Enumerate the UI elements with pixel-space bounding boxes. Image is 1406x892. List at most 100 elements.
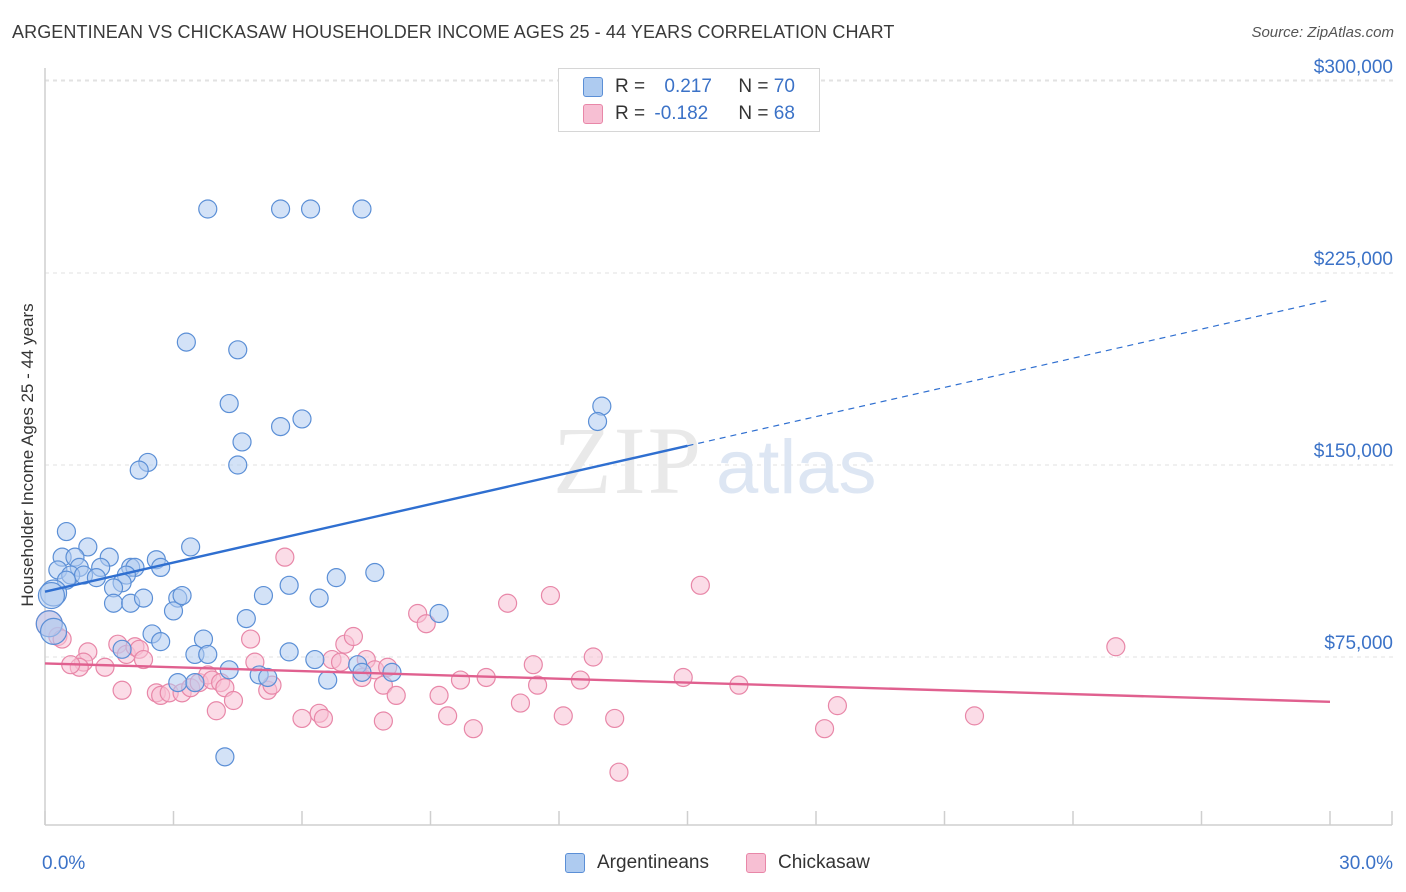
correlation-legend: R = 0.217 N = 70 R = -0.182 N = 68 xyxy=(558,68,820,132)
legend-r-label: R = xyxy=(615,76,651,97)
argentineans-point xyxy=(219,393,239,414)
argentineans-point xyxy=(129,460,149,480)
legend-n-label: N = xyxy=(738,103,774,124)
argentineans-point xyxy=(232,432,252,452)
argentineans-point xyxy=(151,632,171,652)
chickasaw-point xyxy=(241,629,261,649)
argentineans-point xyxy=(103,593,124,613)
trend-lines xyxy=(44,299,1331,703)
chickasaw-point xyxy=(429,685,449,706)
argentineans-points xyxy=(35,199,612,767)
legend-n-label: N = xyxy=(738,76,774,97)
argentineans-point xyxy=(365,562,385,583)
legend-row-argentineans: R = 0.217 N = 70 xyxy=(583,75,795,99)
argentineans-point xyxy=(292,409,312,429)
chickasaw-point xyxy=(583,647,603,667)
chickasaw-point xyxy=(827,696,848,716)
argentineans-point xyxy=(258,667,278,688)
zipatlas-watermark: ZIP atlas xyxy=(553,407,877,514)
series-legend-argentineans: Argentineans xyxy=(565,852,709,874)
argentineans-point xyxy=(270,199,291,219)
argentineans-point xyxy=(198,644,218,665)
chickasaw-point xyxy=(223,690,244,711)
argentineans-point xyxy=(352,199,372,219)
chickasaw-point xyxy=(416,614,436,634)
chickasaw-point xyxy=(463,719,483,739)
argentineans-point xyxy=(215,747,235,767)
argentineans-point xyxy=(228,340,248,360)
y-axis-label: Householder Income Ages 25 - 44 years xyxy=(18,303,37,607)
chickasaw-point xyxy=(206,701,226,721)
chickasaw-point xyxy=(553,706,573,726)
argentineans-point xyxy=(78,537,98,557)
chickasaw-points xyxy=(35,547,1126,782)
source-credit: Source: ZipAtlas.com xyxy=(1251,24,1394,41)
x-tick-label-min: 0.0% xyxy=(42,853,85,874)
chickasaw-point xyxy=(95,657,115,677)
chickasaw-trend-line xyxy=(44,662,1331,703)
argentineans-point xyxy=(253,585,274,606)
legend-r-value: -0.182 xyxy=(654,103,709,124)
argentineans-point xyxy=(305,649,325,670)
argentineans-point xyxy=(176,332,196,352)
chickasaw-point xyxy=(609,762,629,782)
argentineans-point xyxy=(326,568,346,588)
y-tick-label: $225,000 xyxy=(1314,249,1393,270)
chickasaw-point xyxy=(523,655,543,675)
chickasaw-point xyxy=(510,693,531,713)
chickasaw-point xyxy=(313,708,334,729)
argentineans-trend-line xyxy=(44,444,688,593)
argentineans-point xyxy=(112,639,132,659)
chart-title: ARGENTINEAN VS CHICKASAW HOUSEHOLDER INC… xyxy=(12,22,895,42)
series-legend: Argentineans Chickasaw xyxy=(0,852,1406,876)
chickasaw-point xyxy=(373,711,393,731)
argentineans-point xyxy=(228,455,248,475)
chickasaw-point xyxy=(964,706,985,726)
legend-r-value: 0.217 xyxy=(664,76,712,97)
series-swatch-chickasaw xyxy=(746,853,766,873)
chickasaw-point xyxy=(814,719,835,739)
series-name-argentineans: Argentineans xyxy=(597,852,709,873)
argentineans-point xyxy=(270,417,291,437)
argentineans-point xyxy=(133,588,154,608)
argentineans-point xyxy=(236,608,256,629)
argentineans-point xyxy=(587,411,608,432)
chickasaw-point xyxy=(690,575,710,595)
argentineans-point xyxy=(181,537,201,557)
legend-swatch-argentineans xyxy=(583,77,603,97)
y-tick-label: $150,000 xyxy=(1314,441,1393,462)
argentineans-point xyxy=(37,581,66,610)
chickasaw-point xyxy=(527,675,548,695)
series-swatch-argentineans xyxy=(565,853,585,873)
chickasaw-point xyxy=(133,649,154,670)
argentineans-point xyxy=(429,603,449,624)
legend-swatch-chickasaw xyxy=(583,104,603,124)
chickasaw-point xyxy=(386,685,406,706)
x-tick-labels: 0.0% 30.0% xyxy=(42,853,1393,874)
x-tick-label-max: 30.0% xyxy=(1339,853,1393,874)
watermark-atlas: atlas xyxy=(716,425,877,510)
argentineans-point xyxy=(300,199,321,219)
argentineans-point xyxy=(56,521,77,542)
argentineans-trend-extension xyxy=(687,299,1331,447)
legend-row-chickasaw: R = -0.182 N = 68 xyxy=(583,102,795,126)
chickasaw-point xyxy=(343,626,363,647)
chickasaw-point xyxy=(450,670,471,690)
argentineans-point xyxy=(39,617,68,646)
legend-r-label: R = xyxy=(615,103,651,124)
argentineans-point xyxy=(279,642,299,662)
chickasaw-point xyxy=(605,708,625,729)
gridlines xyxy=(45,79,1395,658)
chickasaw-point xyxy=(540,585,561,606)
axes xyxy=(44,68,1393,826)
chickasaw-point xyxy=(498,593,518,613)
argentineans-point xyxy=(318,670,338,690)
chickasaw-point xyxy=(275,547,295,567)
chickasaw-point xyxy=(292,708,312,729)
y-tick-labels: $75,000 $150,000 $225,000 $300,000 xyxy=(1314,57,1393,654)
legend-n-value: 70 xyxy=(773,76,795,97)
y-tick-label: $75,000 xyxy=(1324,633,1393,654)
chickasaw-point xyxy=(112,680,132,700)
series-legend-chickasaw: Chickasaw xyxy=(746,852,870,874)
